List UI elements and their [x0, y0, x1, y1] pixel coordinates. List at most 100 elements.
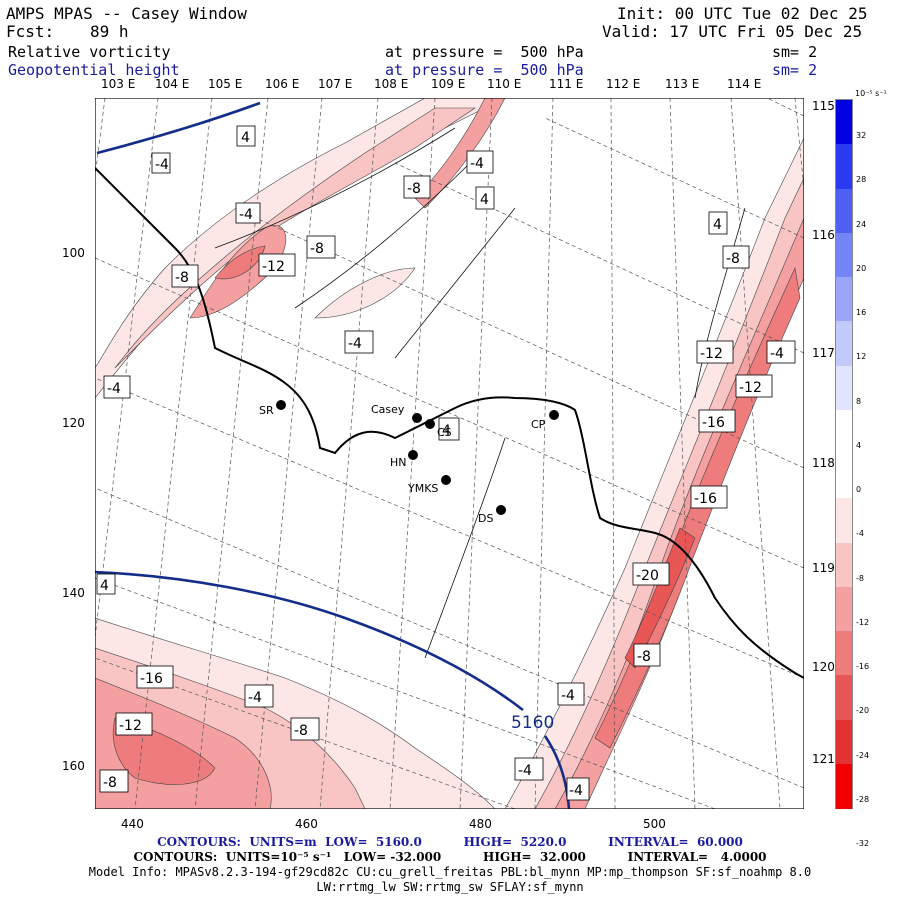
colorbar-segment	[836, 144, 852, 189]
colorbar-tick-label: -4	[856, 529, 864, 538]
contour-label: 4	[100, 578, 109, 594]
field2-smoothing: sm= 2	[772, 63, 817, 78]
contour-label: -12	[119, 718, 142, 734]
colorbar-segment	[836, 410, 852, 455]
vorticity-map: 4 -4 -4 -8 4 -4 -12 -8 -8 4 -8 -4 -4	[95, 98, 804, 809]
colorbar-tick-label: 4	[856, 441, 861, 450]
height-contour-label: 5160	[511, 713, 554, 733]
station-label: CS	[437, 426, 452, 439]
colorbar-tick-label: 8	[856, 397, 861, 406]
field2-level: at pressure = 500 hPa	[385, 63, 584, 78]
contour-label: -4	[561, 688, 575, 704]
station-marker-ds[interactable]	[496, 505, 506, 515]
station-label: DS	[478, 512, 493, 525]
contour-label: -4	[518, 763, 532, 779]
contour-label: 4	[241, 130, 250, 146]
axis-left-label: 120	[62, 416, 85, 430]
colorbar-segment	[836, 675, 852, 720]
contour-label: -12	[262, 259, 285, 275]
axis-bottom-label: 480	[469, 817, 492, 831]
station-label: CP	[531, 418, 546, 431]
contour-label: -4	[248, 690, 262, 706]
valid-time: Valid: 17 UTC Fri 05 Dec 25	[602, 24, 862, 40]
contour-label: -8	[175, 270, 189, 286]
lon-label: 103 E	[101, 77, 135, 91]
axis-left-label: 140	[62, 586, 85, 600]
forecast-label: Fcst:	[6, 24, 54, 40]
colorbar-tick-label: -12	[856, 618, 869, 627]
station-marker-ymks[interactable]	[441, 475, 451, 485]
contour-label: -16	[694, 491, 717, 507]
colorbar-segment	[836, 100, 852, 145]
contour-label: -4	[348, 336, 362, 352]
station-marker-casey[interactable]	[412, 413, 422, 423]
colorbar-segment	[836, 587, 852, 632]
contour-label: -8	[310, 241, 324, 257]
station-label: YMKS	[407, 482, 438, 495]
colorbar-tick-label: -24	[856, 751, 869, 760]
lon-label: 105 E	[208, 77, 242, 91]
field1-level: at pressure = 500 hPa	[385, 45, 584, 60]
lon-label: 112 E	[606, 77, 640, 91]
station-label: HN	[390, 456, 407, 469]
colorbar	[836, 100, 852, 808]
colorbar-segment	[836, 233, 852, 278]
colorbar-segment	[836, 498, 852, 543]
init-time: Init: 00 UTC Tue 02 Dec 25	[617, 6, 867, 22]
lon-label: 106 E	[265, 77, 299, 91]
colorbar-unit: 10⁻⁵ s⁻¹	[855, 89, 887, 98]
contour-label: -4	[155, 157, 169, 173]
lon-label: 113 E	[665, 77, 699, 91]
contour-label: -8	[407, 181, 421, 197]
field1-name: Relative vorticity	[8, 45, 171, 60]
colorbar-tick-label: 12	[856, 352, 866, 361]
station-label: Casey	[371, 403, 405, 416]
contour-label: -4	[770, 346, 784, 362]
axis-bottom-label: 500	[643, 817, 666, 831]
contour-label: -16	[702, 415, 725, 431]
colorbar-segment	[836, 366, 852, 411]
station-label: SR	[259, 404, 274, 417]
contour-label: -12	[739, 380, 762, 396]
colorbar-tick-label: -16	[856, 662, 869, 671]
colorbar-segment	[836, 277, 852, 322]
contour-label: 4	[713, 217, 722, 233]
lon-label: 111 E	[549, 77, 583, 91]
colorbar-tick-label: 0	[856, 485, 861, 494]
colorbar-segment	[836, 321, 852, 366]
contour-label: -8	[294, 723, 308, 739]
station-marker-cs[interactable]	[425, 419, 435, 429]
plot-title: AMPS MPAS -- Casey Window	[6, 6, 247, 22]
colorbar-tick-label: -20	[856, 706, 869, 715]
station-marker-sr[interactable]	[276, 400, 286, 410]
contour-label: -8	[637, 649, 651, 665]
colorbar-segment	[836, 543, 852, 588]
forecast-hour: 89 h	[90, 24, 129, 40]
field2-name: Geopotential height	[8, 63, 180, 78]
footer-physics-info: LW:rrtmg_lw SW:rrtmg_sw SFLAY:sf_mynn	[0, 881, 900, 894]
contour-label: -4	[470, 156, 484, 172]
lon-label: 104 E	[155, 77, 189, 91]
colorbar-tick-label: 28	[856, 175, 866, 184]
station-marker-cp[interactable]	[549, 410, 559, 420]
contour-label: -8	[726, 251, 740, 267]
lon-label: 114 E	[727, 77, 761, 91]
footer-model-info: Model Info: MPASv8.2.3-194-gf29cd82c CU:…	[0, 866, 900, 879]
colorbar-segment	[836, 189, 852, 234]
colorbar-segment	[836, 631, 852, 676]
contour-label: -12	[700, 346, 723, 362]
footer-height-contours: CONTOURS: UNITS=m LOW= 5160.0 HIGH= 5220…	[0, 836, 900, 849]
colorbar-segment	[836, 764, 852, 809]
colorbar-tick-label: 32	[856, 131, 866, 140]
station-marker-hn[interactable]	[408, 450, 418, 460]
axis-bottom-label: 440	[121, 817, 144, 831]
contour-label: -16	[140, 671, 163, 687]
colorbar-tick-label: -8	[856, 574, 864, 583]
colorbar-tick-label: 16	[856, 308, 866, 317]
colorbar-tick-label: 24	[856, 220, 866, 229]
lon-label: 108 E	[374, 77, 408, 91]
lon-label: 107 E	[318, 77, 352, 91]
contour-label: -4	[569, 783, 583, 799]
footer-vorticity-contours: CONTOURS: UNITS=10⁻⁵ s⁻¹ LOW= -32.000 HI…	[0, 851, 900, 864]
colorbar-tick-label: 20	[856, 264, 866, 273]
